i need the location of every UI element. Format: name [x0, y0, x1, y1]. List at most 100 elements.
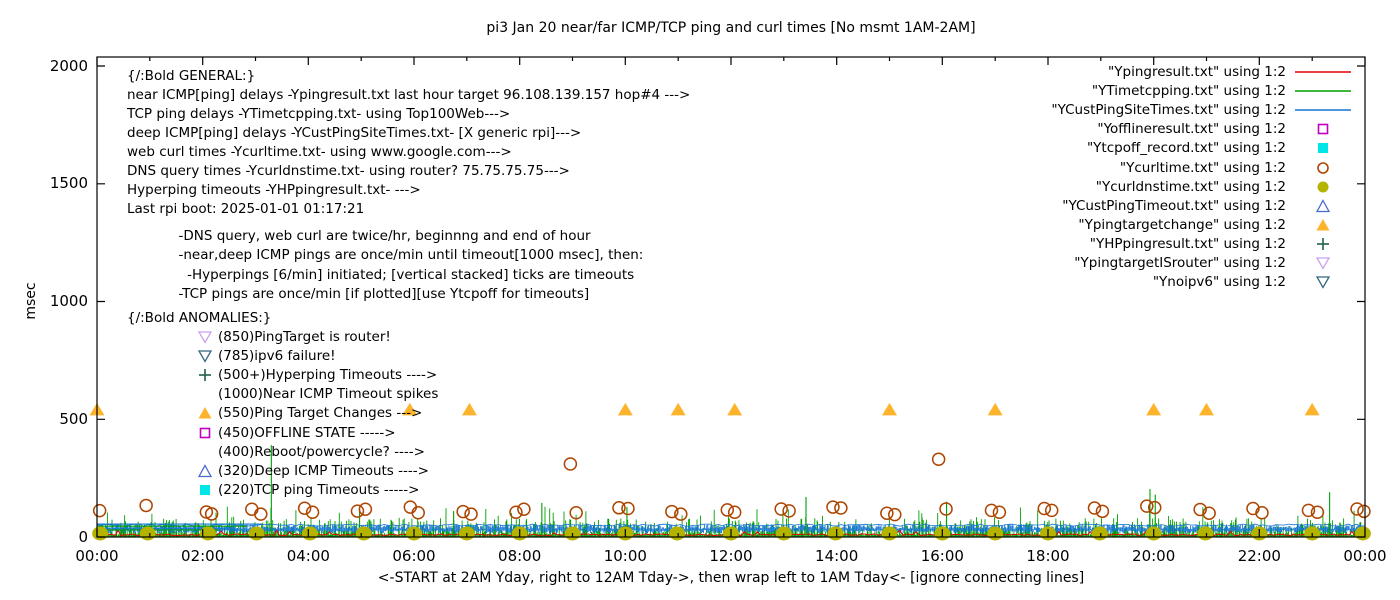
- ping-target-change-point: [727, 402, 743, 416]
- dns-time-point: [355, 526, 372, 541]
- x-tick-label: 14:00: [815, 547, 859, 565]
- curl-time-point: [1357, 504, 1371, 519]
- anomaly-icon: [197, 348, 213, 364]
- filled-circle-icon: [1317, 181, 1329, 193]
- anomaly-icon: [197, 329, 213, 345]
- anomaly-icon: [197, 482, 213, 498]
- legend-label: "Yofflineresult.txt" using 1:2: [1097, 121, 1286, 138]
- curl-time-point: [727, 505, 742, 520]
- curl-time-point: [665, 504, 679, 519]
- legend-label: "Ycurltime.txt" using 1:2: [1119, 159, 1286, 176]
- legend-row: "Ynoipv6" using 1:2: [1153, 273, 1360, 292]
- x-axis-caption: <-START at 2AM Yday, right to 12AM Tday-…: [377, 570, 1085, 586]
- dns-time-point: [1354, 526, 1371, 541]
- general-annotation-line: {/:Bold GENERAL:}: [127, 67, 256, 84]
- x-tick-label: 06:00: [392, 547, 436, 565]
- curl-time-point: [1037, 501, 1052, 516]
- x-tick-label: 22:00: [1237, 547, 1281, 565]
- legend-marker: [1286, 65, 1360, 79]
- x-tick-label: 16:00: [920, 547, 964, 565]
- dns-time-point: [92, 526, 109, 541]
- curl-time-point: [834, 501, 848, 515]
- plus-icon: [199, 369, 211, 382]
- open-triangle-down-violet-icon: [197, 331, 213, 344]
- legend-row: "YpingtargetISrouter" using 1:2: [1074, 254, 1360, 273]
- legend-label: "YHPpingresult.txt" using 1:2: [1089, 235, 1286, 252]
- curl-time-point: [350, 504, 365, 518]
- curl-time-point: [297, 501, 312, 516]
- legend-marker: [1286, 274, 1360, 290]
- anomaly-row: (550)Ping Target Changes --->: [197, 404, 422, 423]
- dns-time-point: [1197, 526, 1214, 541]
- open-triangle-down-violet-icon: [1315, 257, 1331, 270]
- general-annotation-line: web curl times -Ycurltime.txt- using www…: [127, 143, 512, 160]
- curl-time-point: [456, 504, 470, 519]
- dns-time-point: [827, 526, 844, 541]
- y-tick-label: 500: [59, 409, 88, 428]
- legend-marker: [1286, 255, 1360, 271]
- legend-marker: [1286, 236, 1360, 252]
- legend-marker: [1286, 84, 1360, 98]
- curl-time-point: [1044, 503, 1059, 518]
- curl-time-point: [139, 498, 153, 513]
- anomaly-icon: [197, 463, 213, 479]
- legend-marker: [1286, 103, 1360, 117]
- anomalies-header: {/:Bold ANOMALIES:}: [127, 309, 272, 326]
- curl-time-point: [464, 507, 478, 521]
- anomaly-icon: [197, 444, 213, 460]
- curl-time-point: [411, 505, 425, 520]
- x-tick-label: 20:00: [1132, 547, 1176, 565]
- curl-time-point: [569, 505, 583, 520]
- curl-time-point: [1350, 502, 1364, 516]
- general-annotation-line: deep ICMP[ping] delays -YCustPingSiteTim…: [127, 124, 582, 141]
- open-triangle-up-icon: [197, 463, 213, 477]
- legend-label: "Ytcpoff_record.txt" using 1:2: [1086, 140, 1286, 157]
- anomaly-row: (320)Deep ICMP Timeouts ---->: [197, 461, 429, 480]
- legend-label: "YCustPingTimeout.txt" using 1:2: [1062, 197, 1286, 214]
- open-circle-icon: [1317, 161, 1329, 174]
- curl-time-point: [1087, 501, 1102, 515]
- deep-icmp-topline: [97, 523, 1365, 527]
- general-annotation-line: DNS query times -Ycurldnstime.txt- using…: [127, 163, 570, 179]
- legend-row: "Ycurltime.txt" using 1:2: [1120, 158, 1360, 177]
- legend-row: "Ytcpoff_record.txt" using 1:2: [1087, 139, 1360, 158]
- blue-line-sample-icon: [1295, 109, 1351, 111]
- plus-icon: [1317, 237, 1329, 250]
- dns-time-point: [1091, 526, 1108, 541]
- curl-time-point: [403, 500, 418, 514]
- ping-target-change-point: [1146, 402, 1162, 416]
- x-tick-label: 02:00: [181, 547, 225, 565]
- ping-target-change-point: [402, 402, 418, 416]
- legend-label: "Ypingtargetchange" using 1:2: [1078, 216, 1286, 233]
- general-annotation-line: -Hyperpings [6/min] initiated; [vertical…: [127, 266, 635, 283]
- general-annotation-line: -TCP pings are once/min [if plotted][use…: [127, 285, 590, 302]
- legend-row: "Ypingresult.txt" using 1:2: [1108, 63, 1360, 82]
- curl-time-point: [984, 503, 999, 518]
- anomaly-text: (400)Reboot/powercycle? ---->: [218, 443, 425, 460]
- ping-target-change-point: [670, 402, 686, 416]
- red-line-sample-icon: [1295, 71, 1351, 73]
- curl-time-point: [720, 503, 735, 517]
- legend-row: "YTimetcpping.txt" using 1:2: [1092, 82, 1360, 101]
- legend-marker: [1286, 217, 1360, 233]
- curl-time-point: [612, 501, 626, 515]
- ping-target-change-point: [987, 402, 1003, 416]
- legend-label: "YpingtargetISrouter" using 1:2: [1074, 255, 1286, 271]
- legend-label: "Ypingresult.txt" using 1:2: [1108, 64, 1286, 80]
- legend-row: "YCustPingSiteTimes.txt" using 1:2: [1051, 101, 1360, 120]
- curl-time-point: [1310, 505, 1325, 520]
- x-tick-label: 04:00: [286, 547, 330, 565]
- general-annotation-line: Last rpi boot: 2025-01-01 01:17:21: [127, 201, 365, 218]
- general-annotation-line: -near,deep ICMP pings are once/min until…: [127, 247, 644, 264]
- anomaly-icon: [197, 367, 213, 383]
- open-square-icon: [199, 427, 211, 438]
- curl-time-point: [509, 505, 523, 520]
- anomaly-row: (785)ipv6 failure!: [197, 347, 336, 366]
- anomaly-icon: [197, 425, 213, 441]
- curl-time-point: [880, 506, 894, 520]
- curl-time-point: [826, 500, 840, 514]
- ping-target-change-point: [461, 402, 477, 416]
- dns-time-point: [139, 526, 156, 541]
- open-triangle-down-slate-icon: [1315, 276, 1331, 289]
